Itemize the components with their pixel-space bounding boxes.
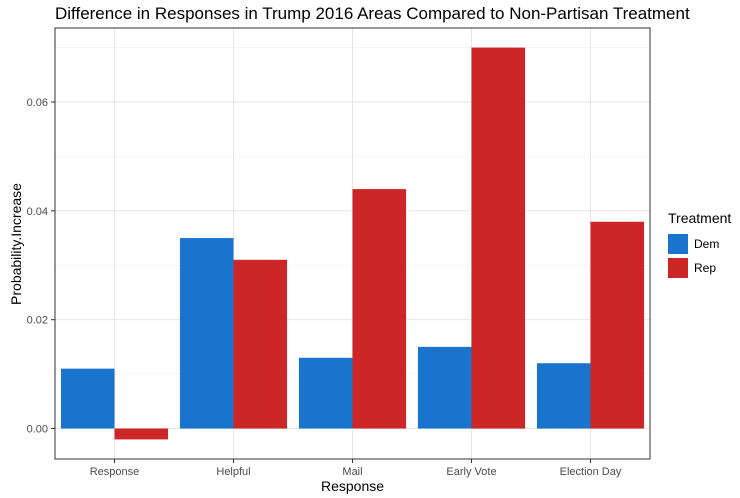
legend-swatch-rep — [668, 258, 688, 278]
x-tick-label: Helpful — [216, 466, 250, 478]
legend-item-rep: Rep — [668, 256, 731, 280]
y-tick-label: 0.04 — [27, 206, 48, 218]
bar-dem-mail — [298, 357, 353, 429]
bar-rep-early-vote — [471, 47, 526, 429]
legend-swatch-dem — [668, 234, 688, 254]
x-tick-label: Response — [90, 466, 140, 478]
legend-item-dem: Dem — [668, 232, 731, 256]
bar-dem-helpful — [179, 238, 234, 429]
bar-rep-response — [114, 428, 169, 440]
legend-title: Treatment — [668, 210, 732, 226]
x-axis-label: Response — [320, 478, 385, 494]
bar-dem-response — [60, 368, 115, 429]
legend-label-dem: Dem — [694, 237, 720, 251]
bar-rep-mail — [352, 189, 407, 429]
bar-rep-helpful — [233, 259, 288, 429]
y-tick-label: 0.02 — [27, 315, 48, 327]
x-tick-label: Early Vote — [446, 466, 496, 478]
y-axis-label: Probability.Increase — [8, 183, 24, 305]
legend-label-rep: Rep — [694, 261, 717, 275]
y-tick-label: 0.06 — [27, 97, 48, 109]
bar-dem-election-day — [536, 363, 591, 429]
legend: Treatment Dem Rep — [668, 210, 731, 280]
y-tick-label: 0.00 — [27, 424, 48, 436]
bar-dem-early-vote — [417, 346, 472, 429]
x-tick-label: Election Day — [560, 466, 622, 478]
chart-title: Difference in Responses in Trump 2016 Ar… — [55, 4, 690, 23]
x-tick-label: Mail — [342, 466, 362, 478]
bar-rep-election-day — [590, 221, 645, 429]
